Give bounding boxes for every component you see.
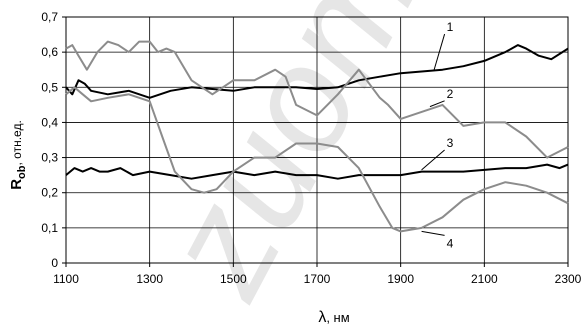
x-tick-label-2: 1500 bbox=[220, 272, 247, 286]
series-line-2 bbox=[65, 40, 569, 159]
x-tick-label-4: 1900 bbox=[387, 272, 414, 286]
y-tick-label-1: 0,1 bbox=[41, 221, 58, 235]
series-lines bbox=[65, 40, 569, 233]
curve-label-2: 2 bbox=[447, 87, 454, 101]
curve-leader-1 bbox=[433, 33, 446, 70]
x-tick-label-5: 2100 bbox=[471, 272, 498, 286]
x-tick-label-0: 1100 bbox=[53, 272, 79, 286]
y-tick-labels: 0 0,1 0,2 0,3 0,4 0,5 0,6 0,7 bbox=[41, 10, 58, 270]
y-tick-label-4: 0,4 bbox=[41, 115, 58, 129]
y-axis-subscript: ob bbox=[16, 165, 28, 179]
curve-label-3: 3 bbox=[447, 136, 454, 150]
curve-leader-2 bbox=[429, 100, 445, 108]
series-line-4 bbox=[65, 86, 569, 233]
y-tick-label-3: 0,3 bbox=[41, 151, 58, 165]
x-tick-label-1: 1300 bbox=[136, 272, 163, 286]
x-axis-symbol: λ bbox=[318, 309, 326, 326]
x-tick-label-6: 2300 bbox=[555, 272, 582, 286]
axes bbox=[62, 16, 569, 267]
x-axis-title: λ, нм bbox=[318, 309, 349, 326]
curve-label-1: 1 bbox=[447, 20, 454, 34]
x-tick-labels: 1100 1300 1500 1700 1900 2100 2300 bbox=[53, 272, 582, 286]
x-axis-unit: , нм bbox=[326, 310, 349, 325]
curve-labels: 1 2 3 4 bbox=[421, 20, 454, 250]
y-tick-label-7: 0,7 bbox=[41, 10, 58, 24]
curve-label-4: 4 bbox=[447, 236, 454, 250]
x-tick-label-3: 1700 bbox=[304, 272, 331, 286]
curve-leader-3 bbox=[421, 149, 445, 171]
y-axis-unit: , отн.ед. bbox=[10, 120, 24, 165]
y-tick-label-5: 0,5 bbox=[41, 80, 58, 94]
y-tick-label-2: 0,2 bbox=[41, 186, 58, 200]
y-tick-label-6: 0,6 bbox=[41, 45, 58, 59]
y-axis-title: Rob, отн.ед. bbox=[8, 120, 28, 190]
y-axis-symbol: R bbox=[8, 179, 25, 190]
curve-leader-4 bbox=[421, 230, 445, 236]
y-tick-label-0: 0 bbox=[51, 256, 58, 270]
series-line-3 bbox=[65, 163, 569, 180]
series-line-1 bbox=[65, 44, 569, 99]
